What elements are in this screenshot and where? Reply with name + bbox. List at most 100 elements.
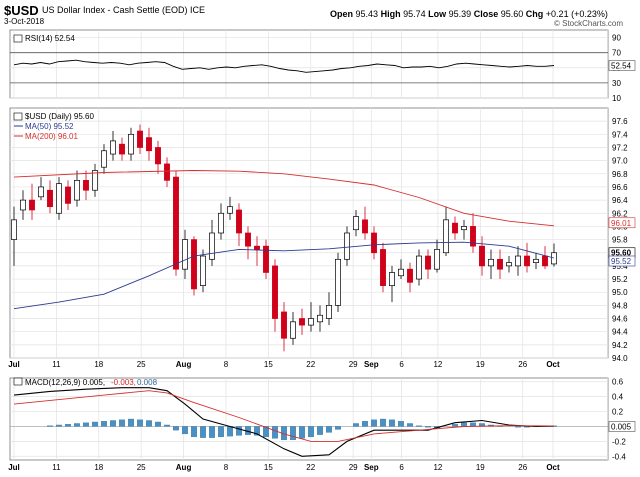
candle-up xyxy=(416,255,422,280)
macd-histogram-bar xyxy=(56,424,62,427)
candle-up xyxy=(335,258,341,306)
change-value: +0.21 (+0.23%) xyxy=(545,9,608,19)
price-legend-ma50: MA(50) 95.52 xyxy=(25,122,74,131)
macd-histogram-bar xyxy=(155,421,161,427)
candle-up xyxy=(218,212,224,234)
x-axis-label: 19 xyxy=(476,463,485,472)
macd-histogram-bar xyxy=(416,425,422,427)
candle-down xyxy=(245,232,251,247)
candle-down xyxy=(470,226,476,247)
macd-legend-histogram: 0.008 xyxy=(137,378,158,387)
chart-header: $USD US Dollar Index - Cash Settle (EOD)… xyxy=(0,0,640,28)
x-axis-label: 15 xyxy=(264,360,273,369)
price-tick-label: 95.8 xyxy=(612,236,628,245)
price-tick-label: 94.2 xyxy=(612,341,628,350)
low-value: 95.39 xyxy=(448,9,472,19)
candle-up xyxy=(110,140,116,155)
macd-tick-label: 0.6 xyxy=(612,378,624,387)
x-axis-label: 6 xyxy=(399,360,404,369)
open-value: 95.43 xyxy=(355,9,379,19)
candle-up xyxy=(551,252,557,265)
candle-down xyxy=(299,318,305,326)
macd-histogram-bar xyxy=(263,426,269,438)
rsi-panel-frame xyxy=(9,29,609,99)
x-axis-label: Sep xyxy=(364,463,379,472)
candle-down xyxy=(362,219,368,234)
candle-down xyxy=(407,268,413,283)
rsi-legend: RSI(14) 52.54 xyxy=(25,34,75,43)
candle-down xyxy=(263,245,269,273)
candle-up xyxy=(38,186,44,198)
x-axis-label: 11 xyxy=(52,360,61,369)
candle-up xyxy=(398,268,404,277)
candle-down xyxy=(542,255,548,267)
macd-histogram-bar xyxy=(191,426,197,438)
macd-histogram-bar xyxy=(371,419,377,427)
candle-up xyxy=(317,314,323,323)
macd-histogram-bar xyxy=(380,418,386,427)
symbol: $USD xyxy=(4,3,39,18)
candle-up xyxy=(200,255,206,286)
candle-up xyxy=(533,258,539,263)
macd-histogram-bar xyxy=(254,426,260,436)
price-tick-label: 96.8 xyxy=(612,170,628,179)
candle-down xyxy=(83,180,89,191)
candle-down xyxy=(191,239,197,290)
candle-up xyxy=(227,206,233,214)
x-axis-label: 15 xyxy=(264,463,273,472)
macd-histogram-bar xyxy=(209,426,215,438)
macd-legend-signal: -0.003, xyxy=(111,378,136,387)
candle-up xyxy=(101,150,107,168)
x-axis-label: 8 xyxy=(224,463,229,472)
ma50-line xyxy=(13,241,555,310)
x-axis-label: Jul xyxy=(8,463,20,472)
macd-histogram-bar xyxy=(128,418,134,427)
macd-histogram-bar xyxy=(74,423,80,427)
candle-down xyxy=(65,186,71,204)
price-legend-ma200: MA(200) 96.01 xyxy=(25,132,78,141)
macd-histogram-bar xyxy=(227,426,233,437)
macd-histogram-bar xyxy=(110,420,116,427)
macd-tick-label: 0.4 xyxy=(612,393,624,402)
macd-histogram-bar xyxy=(452,424,458,427)
candle-down xyxy=(479,245,485,267)
candle-up xyxy=(434,249,440,270)
x-axis-label: 18 xyxy=(94,463,103,472)
price-tick-label: 96.2 xyxy=(612,209,628,218)
macd-histogram-bar xyxy=(308,426,314,438)
macd-histogram-bar xyxy=(389,419,395,427)
candle-up xyxy=(20,199,26,211)
x-axis-label: Sep xyxy=(364,360,379,369)
macd-histogram-bar xyxy=(137,419,143,427)
macd-histogram-bar xyxy=(362,421,368,427)
price-tick-label: 95.4 xyxy=(612,262,628,271)
candle-up xyxy=(128,133,134,155)
x-axis-label: 26 xyxy=(518,360,527,369)
macd-histogram-bar xyxy=(353,423,359,427)
rsi-last-value-box xyxy=(608,60,636,71)
macd-histogram-bar xyxy=(326,426,332,433)
price-legend-symbol: $USD (Daily) 95.60 xyxy=(25,112,94,121)
price-last-value: 95.52 xyxy=(611,257,632,266)
candle-down xyxy=(380,249,386,286)
rsi-tick-label: 10 xyxy=(612,94,621,103)
price-last-value: 96.01 xyxy=(611,219,632,228)
x-axis-label: 6 xyxy=(399,463,404,472)
change-label: Chg xyxy=(525,9,544,19)
high-label: High xyxy=(380,9,401,19)
candle-up xyxy=(353,216,359,231)
candle-down xyxy=(497,258,503,270)
x-axis-label: 29 xyxy=(349,360,358,369)
x-axis-label: 12 xyxy=(433,360,442,369)
candle-up xyxy=(74,180,80,201)
candle-up xyxy=(326,305,332,319)
price-tick-label: 96.6 xyxy=(612,183,628,192)
macd-histogram-bar xyxy=(272,426,278,439)
candle-down xyxy=(47,189,53,208)
price-panel-frame xyxy=(9,107,609,359)
rsi-tick-label: 90 xyxy=(612,34,621,43)
price-tick-label: 94.6 xyxy=(612,315,628,324)
price-tick-label: 94.4 xyxy=(612,328,628,337)
price-tick-label: 94.8 xyxy=(612,301,628,310)
